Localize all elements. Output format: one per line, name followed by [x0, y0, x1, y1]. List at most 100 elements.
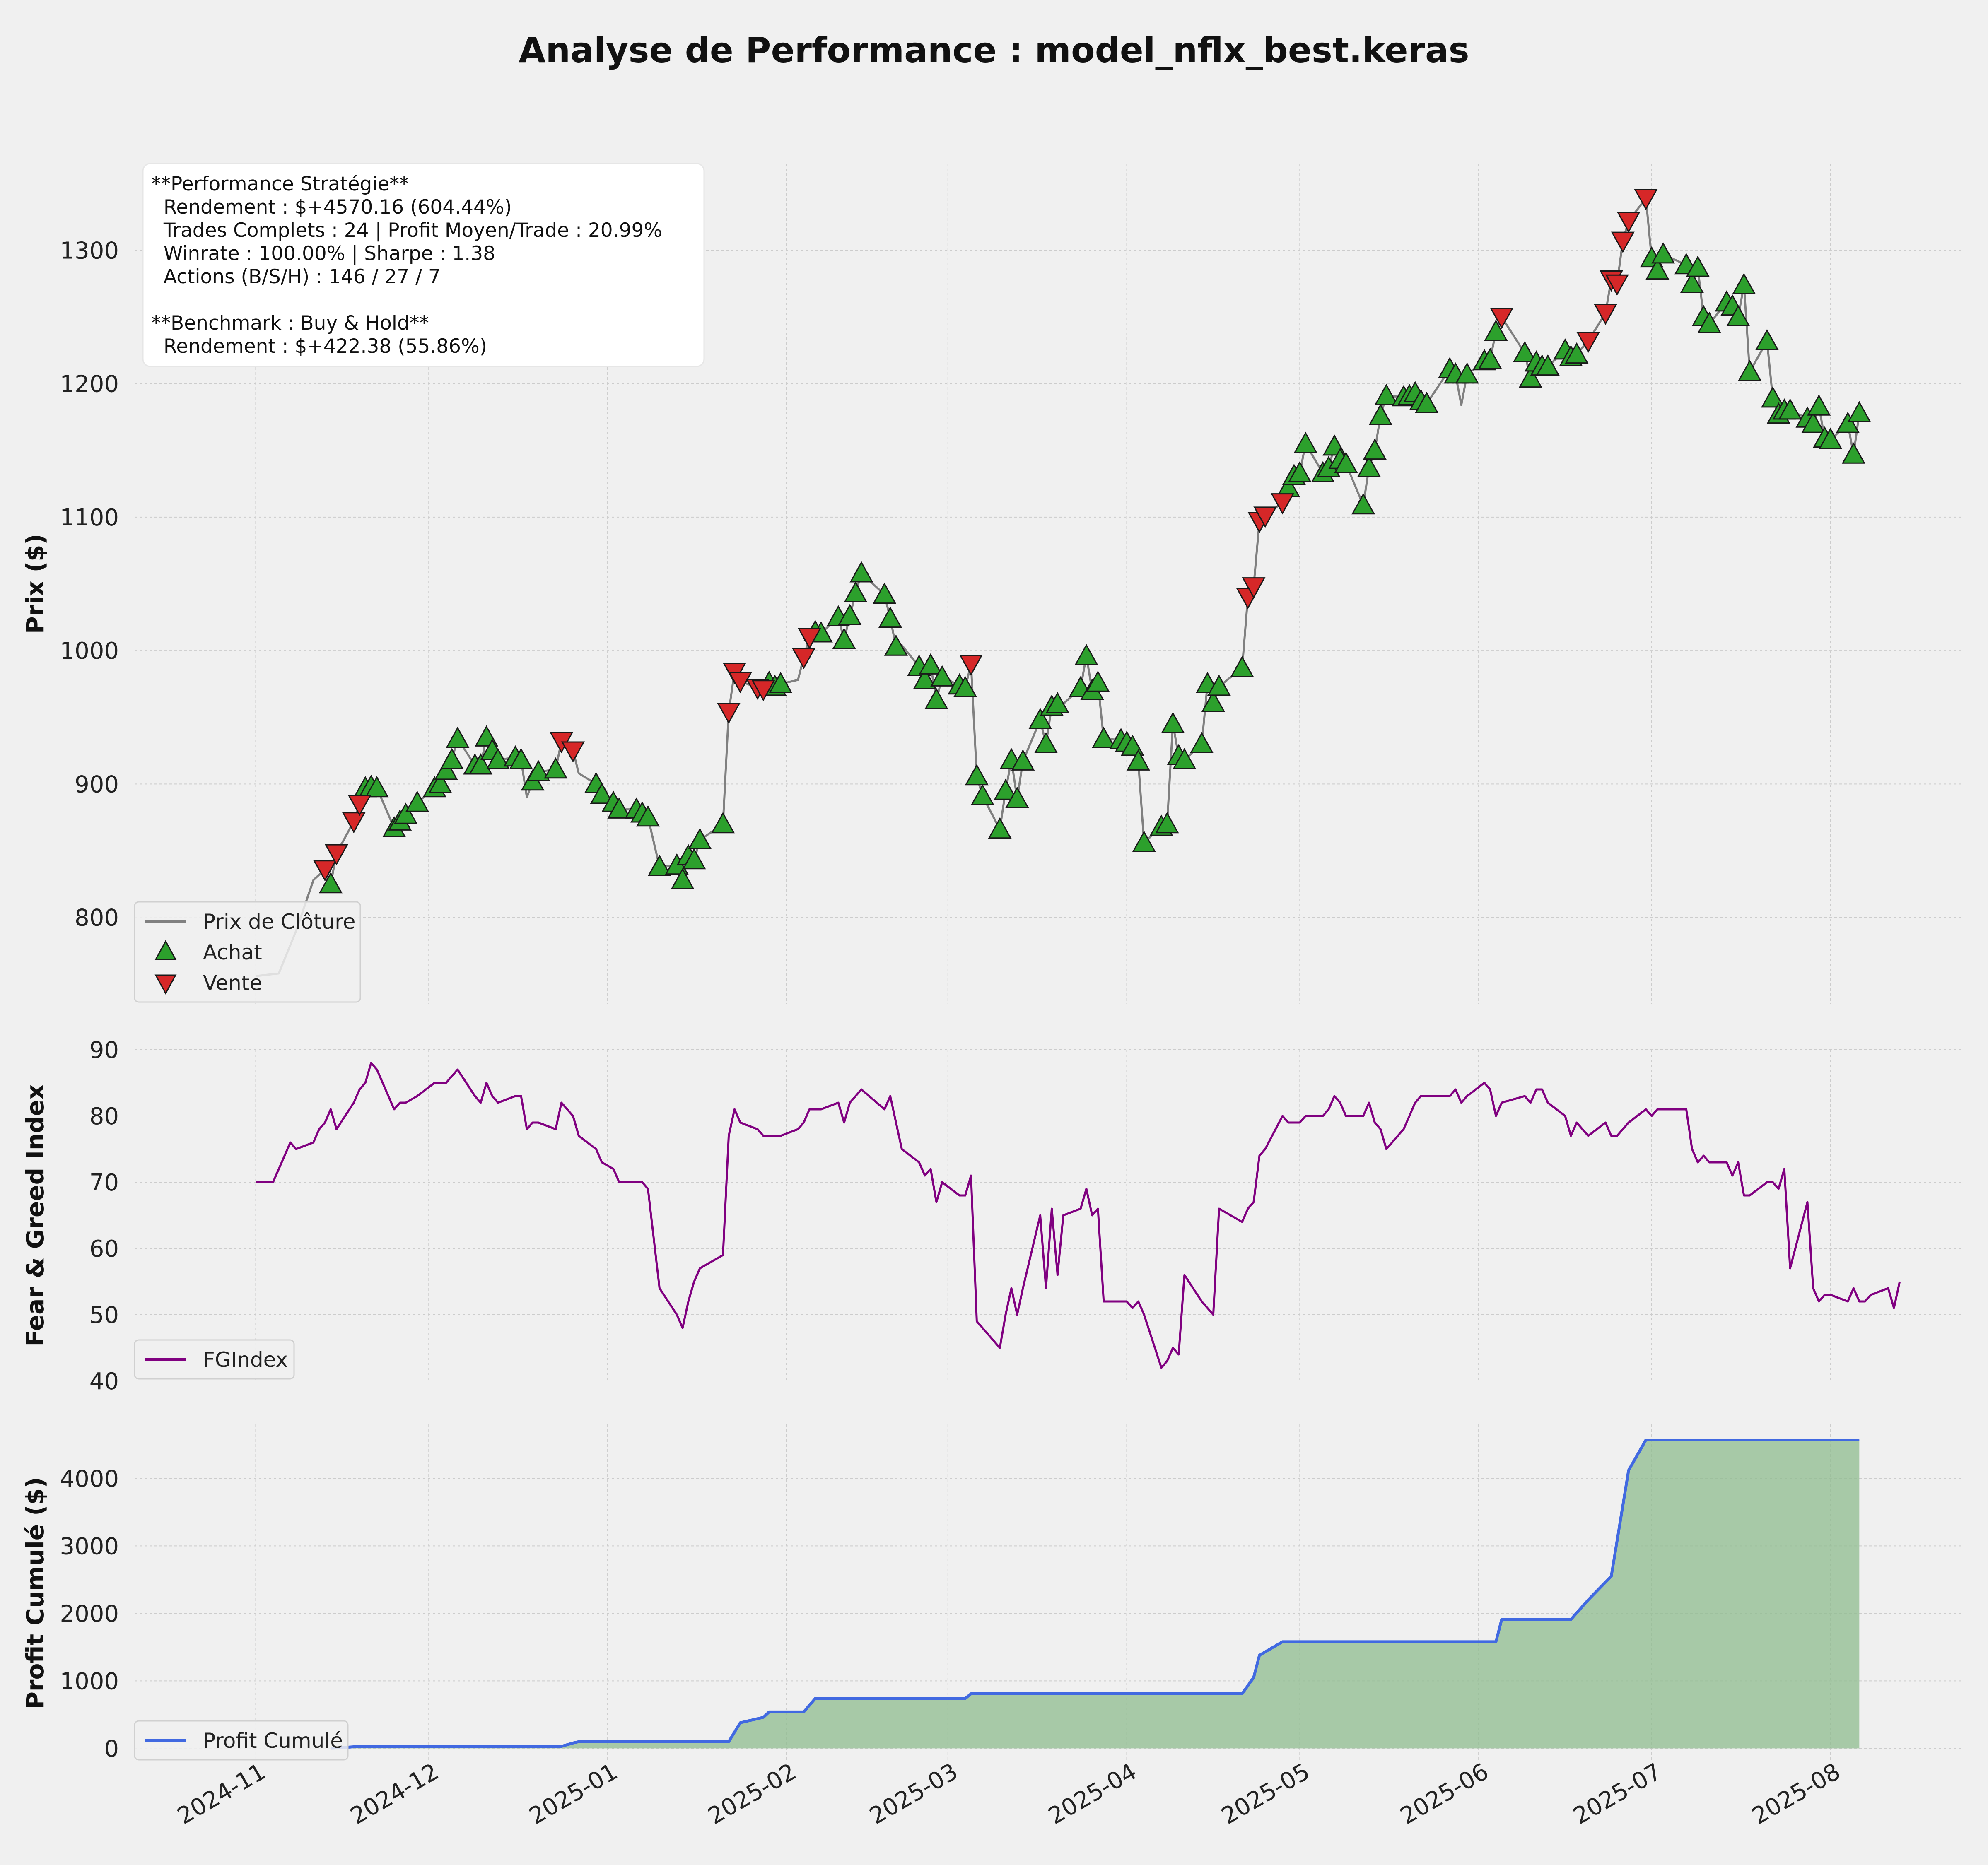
- y-tick-label: 50: [89, 1302, 119, 1329]
- stats-line: Rendement : $+4570.16 (604.44%): [151, 196, 512, 219]
- buy-marker: [1045, 692, 1069, 713]
- buy-marker: [953, 676, 977, 697]
- buy-marker: [1190, 732, 1214, 753]
- buy-marker: [526, 760, 550, 781]
- sell-marker: [728, 672, 752, 694]
- buy-marker: [1778, 398, 1802, 420]
- sell-marker: [1271, 493, 1295, 515]
- sell-marker: [959, 655, 983, 676]
- plot-area: [135, 1050, 1963, 1381]
- legend-label: Prix de Clôture: [203, 910, 356, 934]
- y-tick-label: 40: [89, 1368, 119, 1395]
- sell-marker: [1634, 189, 1658, 210]
- buy-marker: [1807, 394, 1831, 416]
- buy-marker: [930, 665, 954, 687]
- series-line-2: [256, 1062, 1901, 1369]
- stats-line: Rendement : $+422.38 (55.86%): [151, 335, 487, 358]
- sell-marker: [1253, 506, 1277, 528]
- buy-marker: [647, 855, 671, 876]
- sell-marker: [1611, 231, 1635, 253]
- buy-marker: [1092, 726, 1116, 748]
- legend-label: Achat: [203, 940, 262, 964]
- buy-marker: [1484, 319, 1508, 341]
- sell-marker: [347, 795, 372, 816]
- y-tick-label: 800: [75, 905, 119, 932]
- legend-swatch-buy: [154, 940, 177, 960]
- buy-marker: [1357, 455, 1381, 477]
- figure-title: Analyse de Performance : model_nflx_best…: [519, 30, 1469, 70]
- stats-line: Actions (B/S/H) : 146 / 27 / 7: [151, 265, 441, 288]
- y-tick-label: 900: [75, 771, 119, 798]
- y-tick-label: 60: [89, 1236, 119, 1263]
- y-tick-label: 3000: [60, 1533, 119, 1560]
- series-line-3: [331, 1439, 1860, 1750]
- y-axis-label: Fear & Greed Index: [21, 1084, 49, 1346]
- buy-marker: [1697, 311, 1721, 333]
- legend-swatch-sell: [154, 974, 177, 995]
- stats-box: **Performance Stratégie** Rendement : $+…: [142, 163, 705, 367]
- panel-2: 40 50 60 70 80 90 Fear & Greed Index FGIndex: [21, 1037, 1963, 1395]
- buy-marker: [590, 783, 614, 804]
- y-tick-label: 0: [104, 1735, 119, 1762]
- buy-marker: [1518, 366, 1542, 388]
- buy-marker: [1680, 271, 1704, 293]
- legend: Prix de Clôture Achat Vente: [134, 901, 361, 1003]
- buy-marker: [1011, 749, 1035, 771]
- sell-marker: [561, 741, 585, 763]
- buy-marker: [544, 757, 568, 779]
- sell-marker: [1616, 212, 1641, 233]
- sell-marker: [324, 844, 349, 865]
- buy-marker: [1334, 451, 1358, 473]
- buy-marker: [434, 759, 458, 780]
- y-tick-label: 1100: [60, 504, 119, 531]
- legend-label: FGIndex: [203, 1348, 288, 1372]
- buy-marker: [838, 604, 862, 625]
- legend-label: Vente: [203, 971, 262, 995]
- buy-marker: [884, 634, 908, 656]
- buy-marker: [1536, 354, 1560, 376]
- buy-marker: [1478, 347, 1502, 369]
- legend: FGIndex: [134, 1339, 295, 1380]
- sell-marker: [717, 703, 741, 724]
- buy-marker: [711, 812, 735, 834]
- buy-marker: [1738, 359, 1762, 381]
- sell-marker: [1593, 304, 1618, 325]
- buy-marker: [1293, 431, 1317, 453]
- y-tick-label: 1300: [60, 237, 119, 264]
- buy-marker: [1374, 383, 1398, 405]
- buy-marker: [318, 872, 343, 894]
- y-axis-label: Prix ($): [21, 534, 49, 634]
- y-tick-label: 1000: [60, 638, 119, 665]
- buy-marker: [1651, 242, 1675, 264]
- buy-marker: [486, 748, 510, 769]
- buy-marker: [769, 672, 793, 693]
- buy-marker: [440, 748, 464, 769]
- stats-line: Trades Complets : 24 | Profit Moyen/Trad…: [151, 219, 662, 242]
- buy-marker: [1288, 461, 1312, 482]
- legend-box: [134, 1339, 295, 1380]
- buy-marker: [1034, 732, 1058, 753]
- buy-marker: [1155, 812, 1179, 834]
- buy-marker: [849, 561, 873, 583]
- buy-marker: [469, 753, 493, 775]
- buy-marker: [1173, 748, 1197, 769]
- buy-marker: [394, 802, 418, 824]
- panel-3: 0 1000 2000 3000 4000 Profit Cumulé ($) Profit…: [21, 1424, 1963, 1762]
- buy-marker: [365, 776, 389, 798]
- buy-marker: [873, 582, 897, 604]
- series-line-1: [256, 197, 1860, 977]
- stats-line: **Performance Stratégie**: [151, 173, 409, 195]
- y-tick-label: 80: [89, 1103, 119, 1130]
- buy-marker: [1028, 708, 1052, 729]
- legend-box: [134, 901, 361, 1003]
- sell-marker: [792, 648, 816, 670]
- sell-marker: [1490, 308, 1514, 329]
- stats-line: **Benchmark : Buy & Hold**: [151, 312, 429, 335]
- buy-marker: [1086, 670, 1110, 692]
- buy-marker: [919, 653, 943, 675]
- buy-marker: [924, 688, 948, 709]
- buy-marker: [1074, 643, 1098, 665]
- buy-marker: [965, 764, 989, 786]
- sell-marker: [1605, 274, 1629, 296]
